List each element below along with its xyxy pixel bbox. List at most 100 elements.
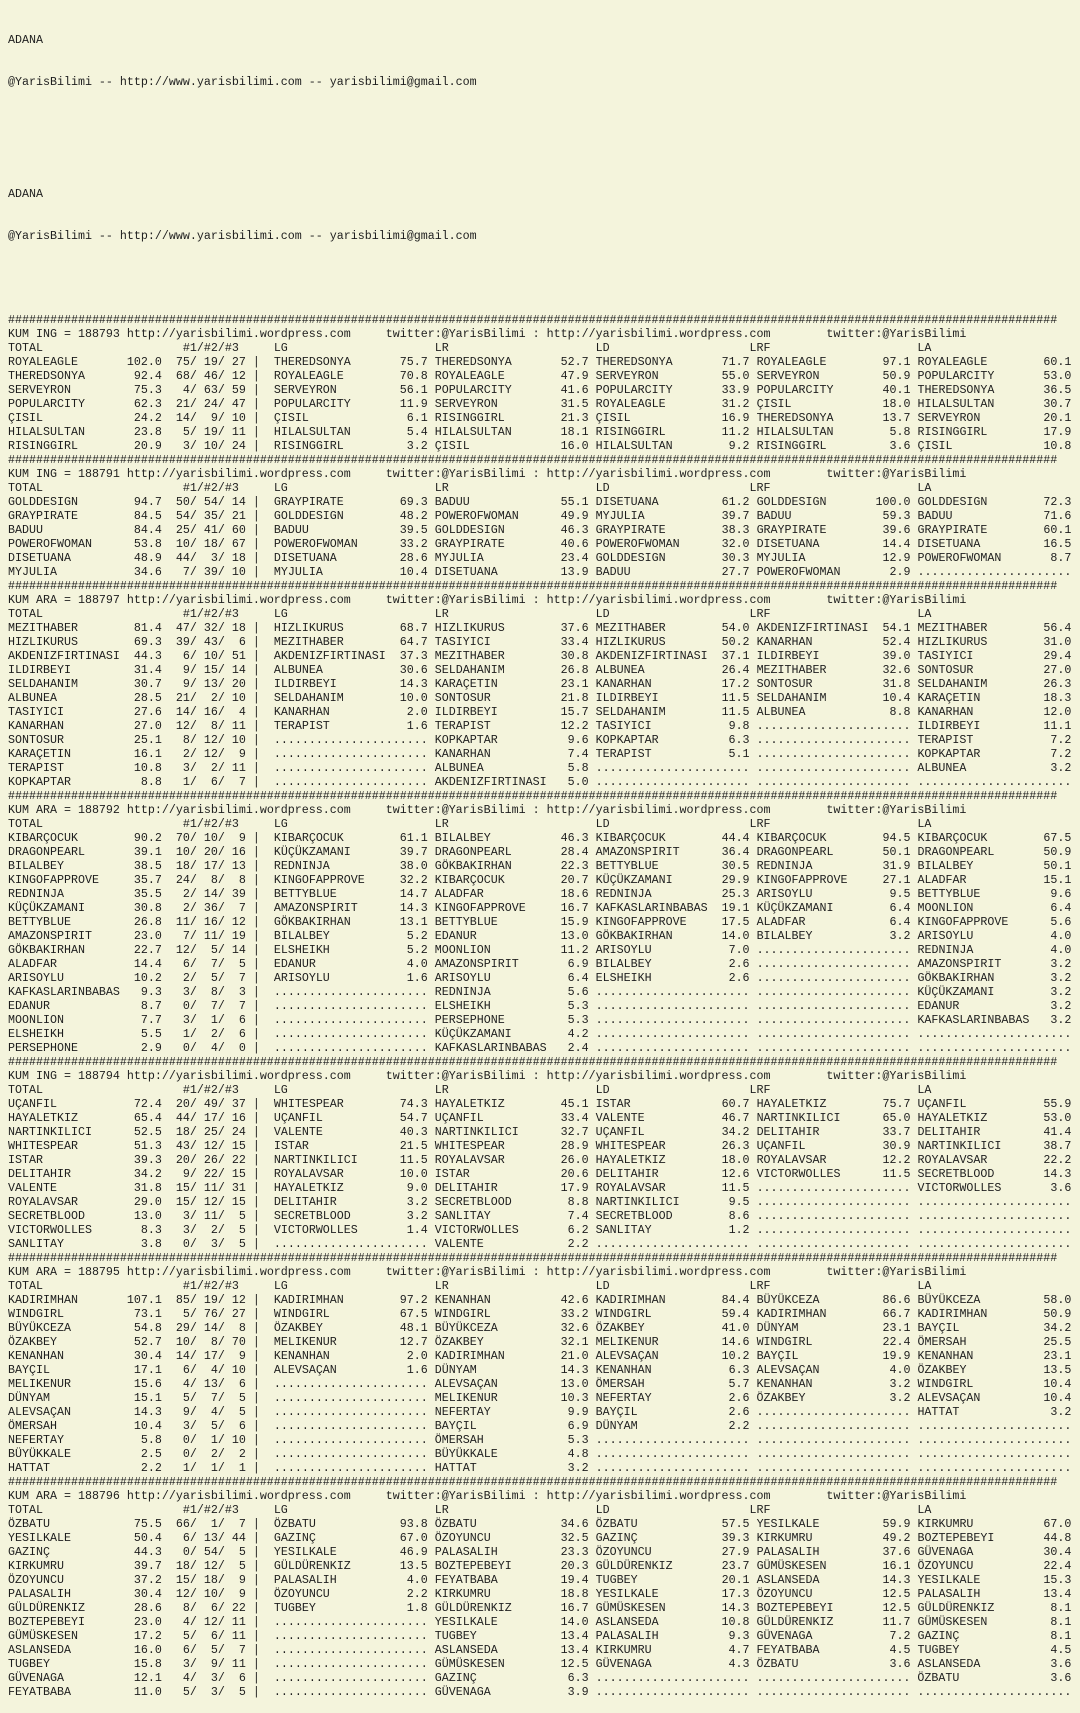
leg-header-la: LA [917,341,932,355]
leg-la-value: 5.6 [1036,915,1072,929]
leg-ld-name: MELIKENUR [595,1335,715,1349]
horse-name: KINGOFAPPROVE [8,873,120,887]
leg-header-la: LA [917,1083,932,1097]
leg-la-name: SERVEYRON [917,411,1037,425]
leg-la-name: POWEROFWOMAN [917,551,1037,565]
table-row: SELDAHANIM 30.7 9/ 13/ 20 | ILDIRBEYI 14… [8,677,1071,691]
leg-lg-name: SELDAHANIM [273,691,393,705]
total-score: 65.4 [119,1111,162,1125]
site-link: http://yarisbilimi.wordpress.com [119,327,386,341]
placings: 3/ 5/ 6 [161,1419,246,1433]
places-header: #1/#2/#3 [182,341,274,355]
places-header: #1/#2/#3 [182,1279,274,1293]
leg-header-ld: LD [595,1503,750,1517]
leg-lr-name: HAYALETKIZ [434,1097,554,1111]
table-row: AMAZONSPIRIT 23.0 7/ 11/ 19 | BILALBEY 5… [8,929,1071,943]
leg-ld-value: 41.0 [714,1321,757,1335]
total-score: 75.5 [119,1517,162,1531]
leg-la-name: ÇISIL [917,439,1037,453]
separator-line: ########################################… [8,1251,1058,1265]
placings: 5/ 19/ 11 [161,425,246,439]
table-row: RISINGGIRL 20.9 3/ 10/ 24 | RISINGGIRL 3… [8,439,1071,453]
leg-lr-name: SELDAHANIM [434,663,554,677]
leg-lr-name: HATTAT [434,1461,554,1475]
table-row: ÖZBATU 75.5 66/ 1/ 7 | ÖZBATU 93.8 ÖZBAT… [8,1517,1071,1531]
total-header: TOTAL [8,1279,183,1293]
leg-lr-value: 11.2 [553,943,596,957]
leg-la-value: 9.6 [1036,887,1072,901]
total-score: 27.6 [119,705,162,719]
leg-la-value: 23.1 [1036,1349,1072,1363]
leg-lr-value: 12.2 [553,719,596,733]
leg-header-la: LA [917,1279,932,1293]
leg-la-value: 3.2 [1036,1405,1072,1419]
leg-lg-value: 69.3 [392,495,435,509]
leg-lr-name: UÇANFIL [434,1111,554,1125]
horse-name: WINDGIRL [8,1307,120,1321]
placings: 9/ 4/ 5 [161,1405,246,1419]
leg-ld-value: 14.6 [714,1335,757,1349]
column-divider: | [245,887,274,901]
leg-header-lg: LG [273,481,435,495]
table-row: FEYATBABA 11.0 5/ 3/ 5 | ...............… [8,1685,1071,1699]
leg-lr-name: BETTYBLUE [434,915,554,929]
leg-lr-name: BÜYÜKCEZA [434,1321,554,1335]
horse-name: KOPKAPTAR [8,775,120,789]
leg-lr-value: 14.0 [553,1615,596,1629]
leg-ld-name: KAFKASLARINBABAS [595,901,715,915]
placings: 4/ 12/ 11 [161,1615,246,1629]
leg-ld-name: ELSHEIKH [595,971,715,985]
table-row: HIZLIKURUS 69.3 39/ 43/ 6 | MEZITHABER 6… [8,635,1071,649]
leg-ld-value: 2.6 [714,1405,757,1419]
column-divider: | [245,1419,274,1433]
placings: 7/ 39/ 10 [161,565,246,579]
leg-ld-value: 11.2 [714,425,757,439]
race-block: ########################################… [8,1055,1071,1251]
leg-lr-value: 18.6 [553,887,596,901]
leg-lrf-name: GRAYPIRATE [756,523,876,537]
column-divider: | [245,1545,274,1559]
leg-la-value: 8.7 [1036,551,1072,565]
leg-ld-value: 9.5 [714,1195,757,1209]
leg-lr-value: 34.6 [553,1517,596,1531]
placings: 4/ 13/ 6 [161,1377,246,1391]
leg-lr-value: 18.1 [553,425,596,439]
horse-name: BÜYÜKCEZA [8,1321,120,1335]
horse-name: KADIRIMHAN [8,1293,120,1307]
leg-lg-empty: ...................... [273,1419,435,1433]
leg-lrf-value: 19.9 [875,1349,918,1363]
horse-name: WHITESPEAR [8,1139,120,1153]
leg-lr-value: 23.4 [553,551,596,565]
leg-lrf-name: DISETUANA [756,537,876,551]
table-row: VALENTE 31.8 15/ 11/ 31 | HAYALETKIZ 9.0… [8,1181,1071,1195]
total-score: 15.6 [119,1377,162,1391]
leg-lg-empty: ...................... [273,1027,435,1041]
leg-lg-name: WHITESPEAR [273,1097,393,1111]
leg-lr-name: ÖMERSAH [434,1433,554,1447]
leg-la-value: 50.9 [1036,1307,1072,1321]
leg-la-value: 8.1 [1036,1601,1072,1615]
leg-lr-name: ÖZOYUNCU [434,1531,554,1545]
leg-lg-value: 3.2 [392,1195,435,1209]
leg-lr-value: 12.5 [553,1657,596,1671]
placings: 3/ 2/ 5 [161,1223,246,1237]
leg-lr-value: 21.3 [553,411,596,425]
leg-ld-name: UÇANFIL [595,1125,715,1139]
total-score: 102.0 [119,355,162,369]
horse-name: RISINGGIRL [8,439,120,453]
leg-lg-value: 1.6 [392,971,435,985]
site-link: : http://yarisbilimi.wordpress.com [525,327,827,341]
total-score: 62.3 [119,397,162,411]
horse-name: BÜYÜKKALE [8,1447,120,1461]
leg-header-ld: LD [595,1083,750,1097]
total-score: 23.0 [119,1615,162,1629]
leg-lrf-empty: ...................... [756,761,918,775]
leg-lrf-name: ILDIRBEYI [756,649,876,663]
column-divider: | [245,1643,274,1657]
leg-lrf-name: YESILKALE [756,1517,876,1531]
leg-la-name: BAYÇIL [917,1321,1037,1335]
leg-la-name: KAFKASLARINBABAS [917,1013,1037,1027]
leg-lr-name: ÖZBATU [434,1517,554,1531]
horse-name: MEZITHABER [8,621,120,635]
total-score: 30.4 [119,1587,162,1601]
